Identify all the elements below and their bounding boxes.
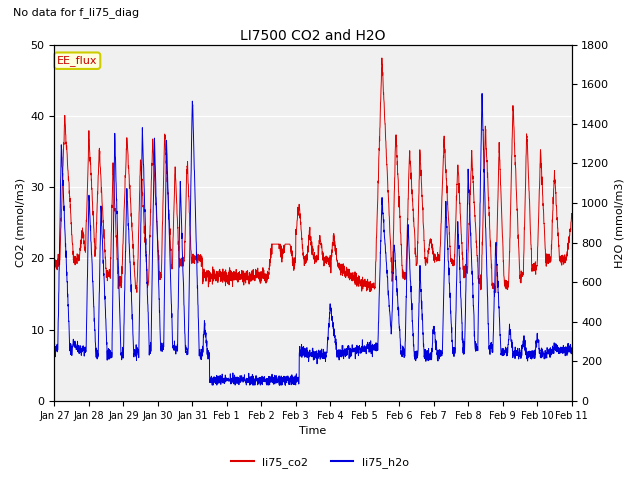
Text: EE_flux: EE_flux: [57, 55, 97, 66]
X-axis label: Time: Time: [300, 426, 326, 436]
Title: LI7500 CO2 and H2O: LI7500 CO2 and H2O: [240, 29, 386, 43]
Y-axis label: CO2 (mmol/m3): CO2 (mmol/m3): [15, 178, 25, 267]
Y-axis label: H2O (mmol/m3): H2O (mmol/m3): [615, 178, 625, 268]
Text: No data for f_li75_diag: No data for f_li75_diag: [13, 7, 139, 18]
Legend: li75_co2, li75_h2o: li75_co2, li75_h2o: [227, 452, 413, 472]
